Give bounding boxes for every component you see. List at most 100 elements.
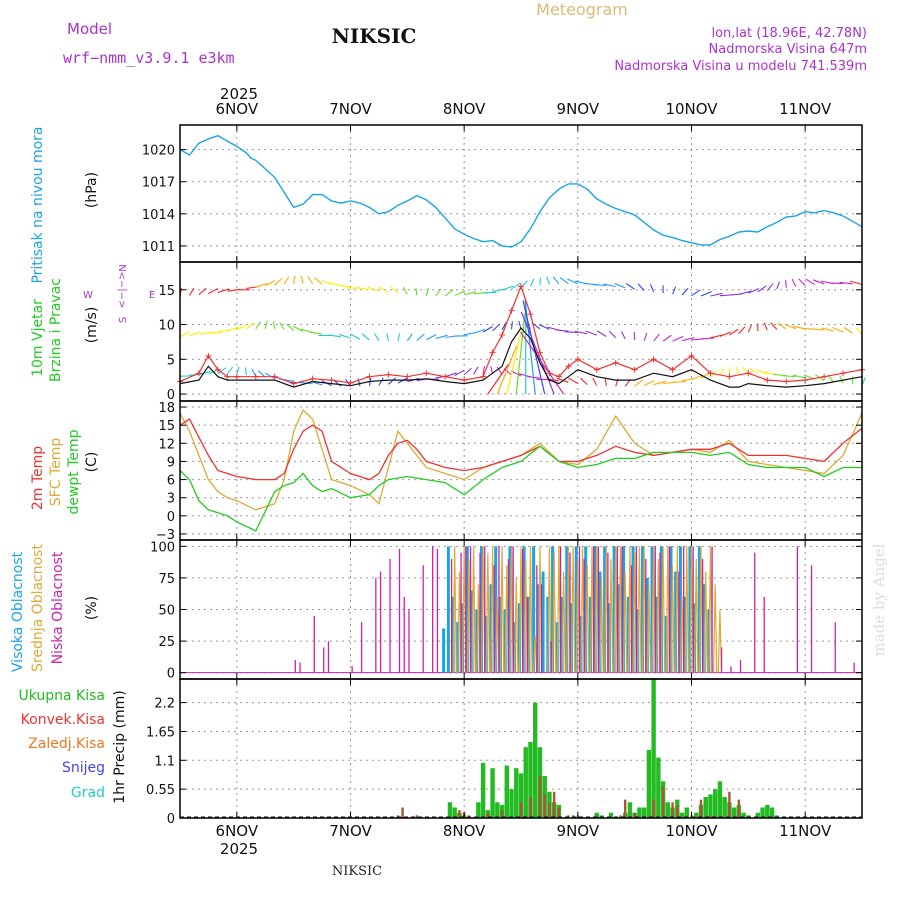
cloud-low-bar xyxy=(513,546,514,672)
precip-unit: 1hr Precip (mm) xyxy=(112,690,128,803)
cloud-low-bar xyxy=(328,641,329,673)
cloud-low-bar xyxy=(437,549,438,673)
total-precip-bar xyxy=(448,802,452,818)
station-title: NIKSIC xyxy=(332,24,417,48)
conv-precip-bar xyxy=(558,808,560,818)
cloud-low-bar xyxy=(754,553,755,673)
cloud-low-bar xyxy=(380,572,381,673)
total-precip-bar xyxy=(666,802,670,818)
model-altitude-label: Nadmorska Visina u modelu 741.539m xyxy=(614,59,867,74)
legend-total-precip: Ukupna Kisa xyxy=(18,688,105,704)
pressure-ytick-label: 1014 xyxy=(142,208,175,223)
cloud-low-bar xyxy=(683,546,684,672)
cloud-low-bar xyxy=(295,660,296,673)
cloud-low-bar xyxy=(484,546,485,672)
cloud-unit: (%) xyxy=(84,596,100,620)
temperature-ytick-label: 18 xyxy=(158,401,175,416)
temp-unit: (C) xyxy=(84,452,100,473)
conv-precip-bar xyxy=(520,802,522,818)
day-label-top: 6NOV xyxy=(216,100,259,118)
conv-precip-bar xyxy=(553,792,555,818)
total-precip-bar xyxy=(760,808,764,818)
day-label-top: 11NOV xyxy=(779,100,832,118)
day-label-top: 9NOV xyxy=(557,100,600,118)
cloud-low-bar xyxy=(451,559,452,673)
total-precip-bar xyxy=(628,802,632,818)
clouds-ytick-label: 25 xyxy=(158,635,175,650)
legend-conv-precip: Konvek.Kisa xyxy=(21,712,105,728)
conv-precip-bar xyxy=(539,776,541,818)
wind-title-1: 10m Vjetar xyxy=(30,299,46,377)
total-precip-bar xyxy=(476,802,480,818)
cloud-low-bar xyxy=(494,565,495,672)
cloud-low-bar xyxy=(404,597,405,673)
model-name: wrf−nmm_v3.9.1 e3km xyxy=(63,49,235,67)
cloud-low-bar xyxy=(764,597,765,673)
watermark: made by Angel xyxy=(870,543,888,656)
compass-arrows: <−|−> xyxy=(117,272,128,309)
compass-e: E xyxy=(149,290,155,301)
temperature-ytick-label: 0 xyxy=(167,510,175,525)
legend-frozen-precip: Zaledj.Kisa xyxy=(28,736,105,752)
cloud-low-bar xyxy=(470,546,471,672)
total-precip-bar xyxy=(656,758,660,818)
cloud-low-bar xyxy=(498,546,499,672)
cloud-high-bar xyxy=(447,546,450,672)
wind-ytick-label: 5 xyxy=(167,353,175,368)
total-precip-bar xyxy=(514,768,518,818)
cloud-low-bar xyxy=(323,647,324,672)
cloud-low-bar xyxy=(621,546,622,672)
compass-n: N xyxy=(118,264,129,271)
temperature-ytick-label: 15 xyxy=(158,419,175,434)
coords-label: lon,lat (18.96E, 42.78N) xyxy=(711,26,867,41)
temperature-ytick-label: 9 xyxy=(167,455,175,470)
total-precip-bar xyxy=(704,797,708,818)
conv-precip-bar xyxy=(548,802,550,818)
wind-ytick-label: 15 xyxy=(158,284,175,299)
cloud-low-bar xyxy=(711,546,712,672)
wind-title-2: Brzina i Pravac xyxy=(48,278,64,382)
conv-precip-bar xyxy=(624,800,626,818)
clouds-ytick-label: 0 xyxy=(167,667,175,682)
total-precip-bar xyxy=(637,808,641,818)
total-precip-bar xyxy=(524,747,528,818)
conv-precip-bar xyxy=(676,805,678,818)
cloud-high-bar xyxy=(442,628,445,672)
conv-precip-bar xyxy=(728,792,730,818)
temp2m-title: 2m Temp xyxy=(30,446,46,510)
total-precip-bar xyxy=(495,802,499,818)
cloud-low-bar xyxy=(593,546,594,672)
day-label-bottom: 8NOV xyxy=(443,822,486,840)
wind-arrow xyxy=(483,292,496,293)
cloud-low-bar xyxy=(536,565,537,672)
precip-ytick-label: 2.2 xyxy=(154,697,175,712)
total-precip-bar xyxy=(713,789,717,818)
cloud-low-bar xyxy=(375,578,376,673)
cloud-low-bar xyxy=(465,546,466,672)
cloud-low-bar xyxy=(569,553,570,673)
sfc-title: SFC Temp xyxy=(48,438,64,507)
cloud-low-bar xyxy=(314,616,315,673)
legend-hail: Grad xyxy=(71,785,105,801)
day-label-top: 10NOV xyxy=(665,100,718,118)
pressure-ytick-label: 1011 xyxy=(142,240,175,255)
total-precip-bar xyxy=(509,789,513,818)
cloud-low-bar xyxy=(669,546,670,672)
cloud-low-bar xyxy=(560,546,561,672)
conv-precip-bar xyxy=(401,808,403,818)
total-precip-bar xyxy=(490,768,494,818)
day-label-bottom: 7NOV xyxy=(329,822,372,840)
model-label: Model xyxy=(67,20,112,38)
cloud-low-bar xyxy=(389,559,390,673)
cloud-low-bar xyxy=(617,546,618,672)
cloud-low-bar xyxy=(797,546,798,672)
conv-precip-bar xyxy=(652,800,654,818)
total-precip-bar xyxy=(647,750,651,818)
conv-precip-bar xyxy=(662,787,664,818)
cloud-low-bar xyxy=(740,660,741,673)
altitude-label: Nadmorska Visina 647m xyxy=(709,42,868,57)
cloud-low-bar xyxy=(508,559,509,673)
total-precip-bar xyxy=(765,805,769,818)
temperature-ytick-label: 3 xyxy=(167,492,175,507)
